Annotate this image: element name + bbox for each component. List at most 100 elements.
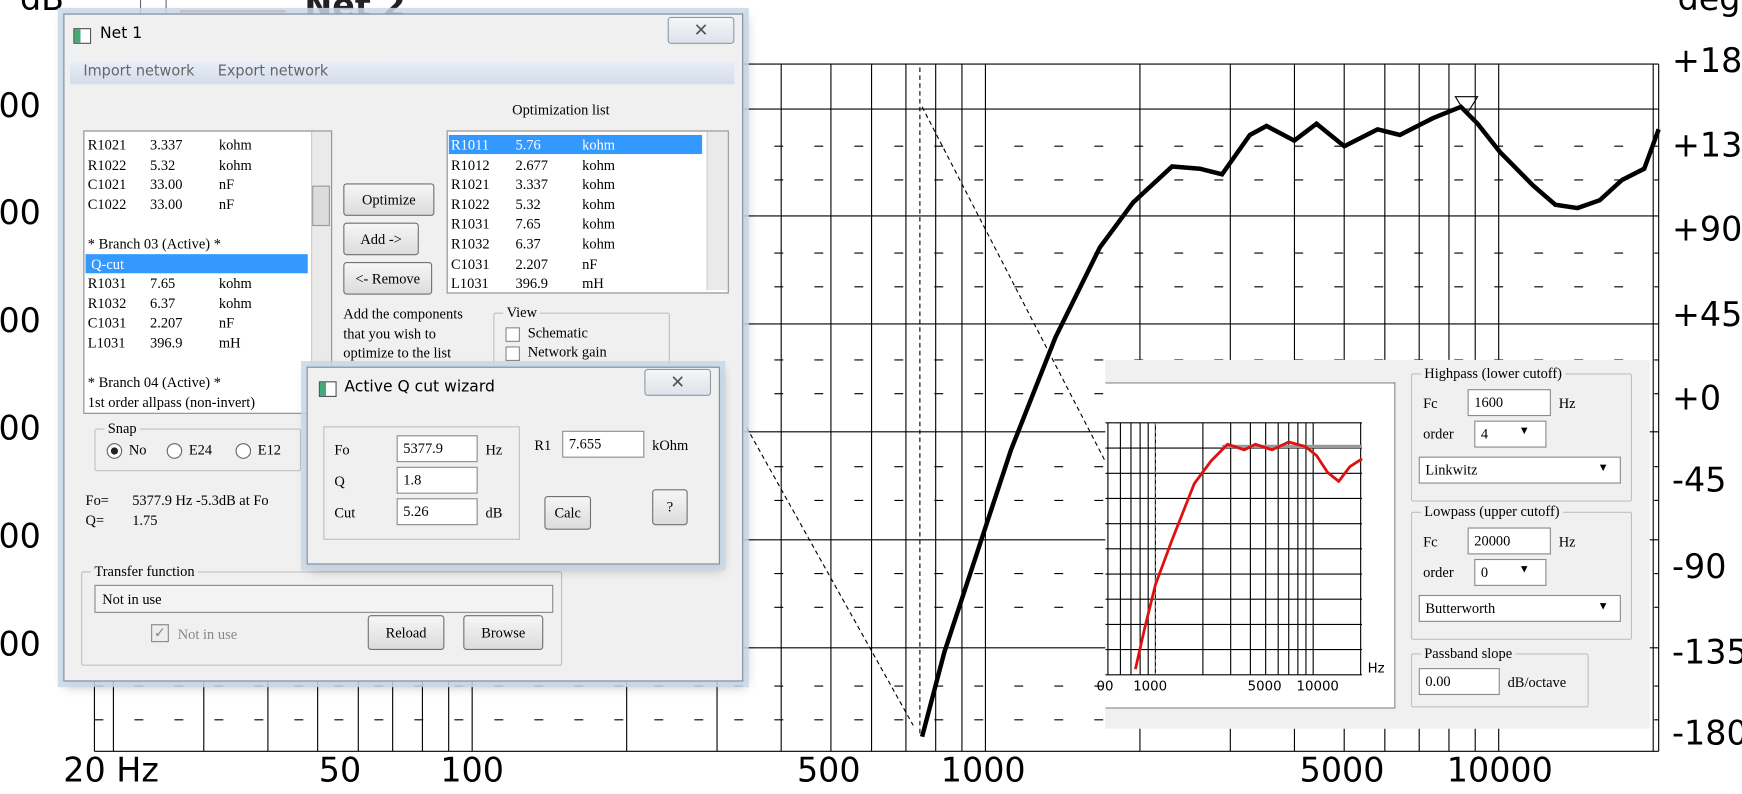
button: Reload (367, 615, 445, 651)
filter-panel: 00 1000 5000 10000 Hz Highpass (lower cutoff)… (1097, 359, 1650, 729)
x-tick-label: 1000 (940, 751, 1026, 791)
mini-plot (1105, 422, 1363, 676)
snap-group: Snap No E24 E12 (94, 419, 302, 472)
list-cell: 5.32 (149, 155, 176, 173)
list-cell: kohm (582, 215, 616, 233)
list-cell: 7.65 (515, 215, 541, 233)
list-cell: * Branch 04 (Active) * (87, 373, 221, 391)
mini-curve (1134, 440, 1363, 670)
list-cell: 6.37 (149, 294, 176, 312)
y2-tick-label: +90 (1672, 210, 1742, 250)
close-button: ✕ (667, 16, 735, 44)
y-tick-label: 5.00 (0, 625, 41, 665)
menu-item: Import network (83, 62, 195, 80)
x-tick-label: 100 (440, 751, 504, 791)
list-cell: nF (218, 195, 235, 213)
field-label: Cut (334, 503, 356, 521)
text-field: Not in use (94, 584, 554, 613)
optimization-list: R1011 5.76 kohm R1012 2.677 kohm R1021 3.337 koh… (446, 130, 729, 294)
view-group: View Schematic Network gain (493, 303, 670, 383)
combo-arrow: ▼ (1518, 563, 1530, 576)
mini-tick-label: 00 (1096, 678, 1114, 694)
list-cell: 3.337 (515, 175, 548, 193)
mini-tick-label: 1000 (1133, 678, 1168, 694)
text-field: 7.655 (562, 430, 645, 458)
hint-text: that you wish to (343, 324, 436, 342)
slope-group: Passband slope 0.00 dB/octave (1410, 644, 1589, 708)
text-field: 20000 (1467, 527, 1551, 555)
y2-tick-label: -180 (1672, 714, 1742, 754)
checkbox-label: Not in use (177, 625, 238, 643)
y-tick-label: 0.00 (0, 301, 41, 341)
list-cell: L1031 (87, 334, 126, 351)
optimization-list-label: Optimization list (512, 101, 610, 119)
marker (1454, 96, 1479, 116)
list-cell: nF (218, 314, 235, 332)
field-label: Fc (1423, 394, 1438, 412)
text-field: 5377.9 (396, 435, 478, 463)
list-cell: 396.9 (515, 274, 548, 292)
list-cell: R1031 (87, 274, 127, 292)
field-label: Fo (334, 440, 350, 458)
response-curve (919, 104, 1661, 738)
list-cell: mH (582, 274, 604, 292)
button: Browse (463, 615, 544, 651)
field-unit: Hz (485, 440, 503, 458)
list-cell: L1031 (451, 274, 489, 292)
list-cell: kohm (218, 274, 252, 292)
list-cell: nF (218, 175, 235, 193)
list-cell: kohm (582, 155, 616, 173)
scrollbar (706, 131, 728, 291)
group-label: Passband slope (1420, 644, 1516, 663)
text-field: 0.00 (1418, 668, 1500, 696)
x-tick-label: 20 Hz (63, 751, 159, 791)
radio-label: No (128, 440, 147, 458)
list-cell: 1st order allpass (non-invert) (87, 393, 256, 411)
x-tick-label: 50 (318, 751, 362, 791)
window-icon (73, 28, 92, 44)
y-tick-label: 5.00 (0, 193, 41, 233)
combo-arrow: ▼ (1518, 425, 1530, 438)
scroll-thumb (312, 185, 330, 227)
list-cell: Q-cut (91, 254, 124, 272)
y-axis-label: dB (20, 0, 64, 19)
list-cell: 7.65 (149, 274, 176, 292)
list-cell: 396.9 (149, 334, 183, 351)
selection-highlight (85, 253, 308, 273)
checkbox-label: Network gain (527, 343, 607, 360)
text-field: 1600 (1467, 389, 1551, 417)
phase-trace (746, 67, 1112, 737)
info-text: Q= (85, 511, 105, 529)
field-unit: Hz (1558, 533, 1576, 550)
group-label: Transfer function (91, 562, 198, 581)
list-cell: kohm (582, 195, 616, 213)
radio-label: E24 (188, 440, 213, 458)
field-label: order (1423, 563, 1454, 581)
combo: Linkwitz (1418, 456, 1621, 484)
field-label: Fc (1423, 533, 1438, 550)
menu-item: Export network (217, 62, 329, 80)
list-cell: kohm (582, 235, 616, 252)
text-field: 5.26 (396, 498, 478, 526)
button: ? (652, 489, 688, 526)
y2-tick-label: -135 (1672, 633, 1742, 673)
list-cell: 3.337 (149, 136, 183, 153)
checkbox (505, 327, 520, 342)
y2-tick-label: -45 (1672, 461, 1727, 501)
group-label: View (503, 303, 541, 322)
y-tick-label: 0.00 (0, 517, 41, 557)
list-cell: R1021 (87, 136, 127, 153)
list-cell: 6.37 (515, 235, 541, 252)
list-cell: 2.207 (515, 254, 548, 272)
wizard-window: Active Q cut wizard ✕ Fo 5377.9 Hz Q 1.8 Cut 5.2… (306, 366, 720, 565)
field-unit: dB (485, 503, 503, 521)
hint-text: optimize to the list (343, 344, 452, 362)
x-tick-label: 500 (796, 751, 861, 791)
y2-tick-label: +0 (1672, 379, 1722, 419)
field-unit: dB/octave (1507, 673, 1567, 691)
field-label: Q (334, 472, 345, 490)
group-label: Snap (104, 419, 140, 438)
list-cell: C1031 (451, 254, 490, 272)
list-cell: kohm (582, 175, 616, 193)
